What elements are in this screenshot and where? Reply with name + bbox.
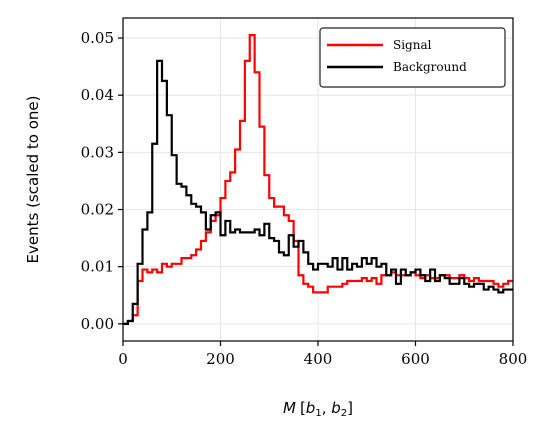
legend-box	[319, 27, 506, 88]
series-lines	[123, 34, 513, 325]
x-tick-label: 0	[118, 350, 128, 368]
legend: Signal Background	[319, 27, 506, 88]
y-tick-label: 0.02	[81, 201, 114, 219]
y-tick-label: 0.04	[81, 86, 114, 104]
x-axis-ticks: 0 200 400 600 800	[118, 341, 527, 368]
legend-entry-background: Background	[393, 60, 467, 74]
x-axis-label: M [b1, b2]	[283, 399, 353, 419]
y-tick-label: 0.05	[81, 29, 114, 47]
y-tick-label: 0.00	[81, 315, 114, 333]
x-tick-label: 200	[206, 350, 235, 368]
y-tick-label: 0.03	[81, 143, 114, 161]
series-line-background	[123, 59, 513, 325]
y-tick-label: 0.01	[81, 258, 114, 276]
x-tick-label: 800	[499, 350, 528, 368]
y-axis-ticks: 0.00 0.01 0.02 0.03 0.04 0.05	[81, 29, 123, 333]
x-tick-label: 400	[304, 350, 333, 368]
legend-entry-signal: Signal	[393, 38, 432, 52]
x-tick-label: 600	[401, 350, 430, 368]
series-line-signal	[123, 34, 513, 325]
y-axis-label: Events (scaled to one)	[24, 96, 42, 264]
